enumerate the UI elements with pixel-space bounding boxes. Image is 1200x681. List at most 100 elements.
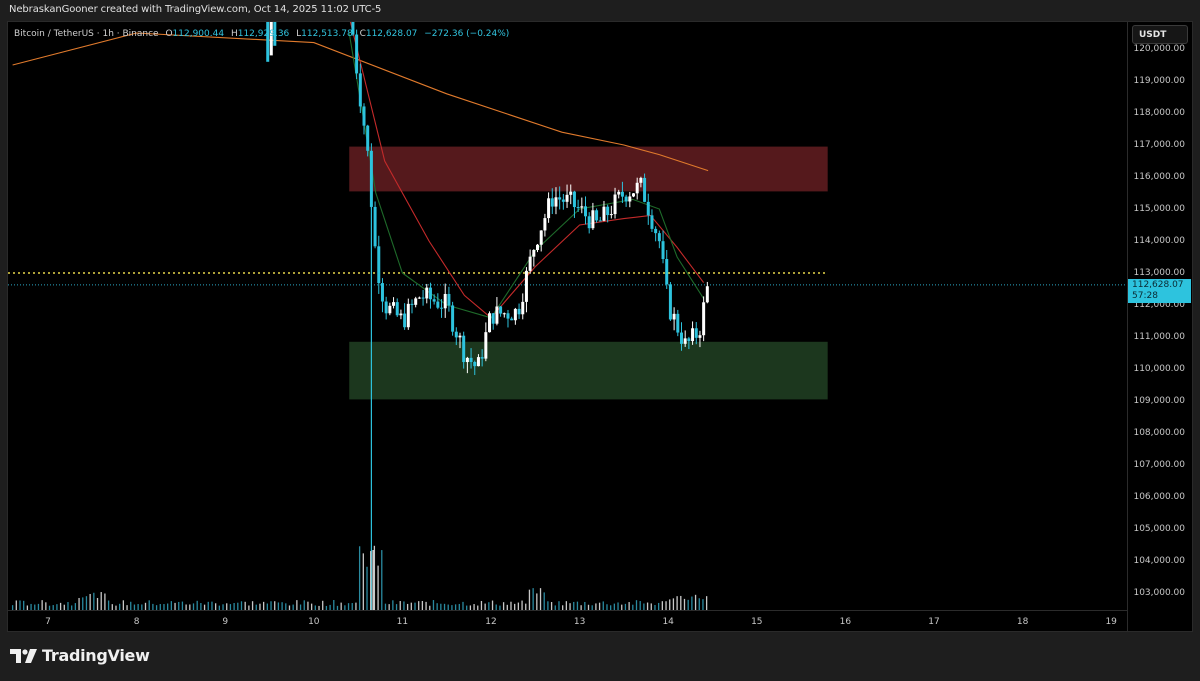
high-value: 112,929.36: [237, 29, 290, 39]
demand-zone[interactable]: [349, 341, 828, 400]
volume-bar: [45, 602, 47, 610]
candle-body: [654, 228, 658, 234]
volume-bar: [370, 551, 372, 610]
volume-bar: [34, 604, 36, 610]
candle-body: [665, 259, 669, 285]
volume-bar: [237, 602, 239, 610]
candle-body: [447, 293, 451, 306]
time-axis-label: 19: [1105, 617, 1117, 627]
candle-body: [628, 196, 632, 202]
volume-bar: [115, 605, 117, 610]
volume-bar: [215, 603, 217, 610]
candle-body: [495, 306, 499, 324]
volume-bar: [155, 605, 158, 610]
candle-body: [458, 335, 462, 338]
volume-bar: [107, 600, 110, 610]
volume-bar: [292, 604, 294, 610]
candle-body: [366, 125, 370, 151]
volume-bar: [514, 603, 516, 610]
volume-bar: [525, 603, 527, 610]
volume-bar: [683, 598, 686, 610]
candle-body: [536, 244, 540, 251]
candle-body: [705, 286, 709, 303]
volume-bar: [203, 604, 206, 610]
volume-bar: [266, 603, 268, 610]
candle-body: [351, 22, 355, 35]
candle-body: [454, 331, 458, 338]
volume-bar: [74, 603, 77, 610]
price-axis-label: 109,000.00: [1133, 396, 1185, 406]
candle-body: [425, 287, 429, 299]
candle-body: [499, 306, 503, 314]
candle-body: [609, 214, 613, 216]
volume-bar: [672, 598, 675, 610]
candle-body: [395, 302, 399, 316]
price-axis-label: 105,000.00: [1133, 524, 1185, 534]
candle-body: [510, 318, 514, 321]
volume-bar: [676, 596, 678, 610]
candle-body: [269, 22, 273, 56]
volume-bar: [606, 604, 608, 610]
volume-bar: [691, 596, 693, 610]
chart-caption: NebraskanGooner created with TradingView…: [9, 4, 382, 15]
high-label: H: [230, 29, 238, 39]
volume-bar: [333, 600, 335, 610]
supply-zone[interactable]: [349, 146, 828, 192]
volume-bar: [558, 601, 560, 610]
candle-body: [683, 338, 687, 344]
volume-bar: [362, 553, 364, 610]
candle-body: [440, 307, 444, 309]
volume-bar: [384, 603, 387, 610]
time-axis[interactable]: 7 8 9 10 11 12 13 14 15 16 17 18 19: [8, 610, 1127, 632]
volume-bar: [159, 604, 161, 610]
volume-bar: [573, 601, 575, 610]
volume-bar: [580, 605, 582, 610]
volume-bar: [37, 603, 40, 610]
volume-bar: [248, 605, 250, 610]
price-axis-label: 118,000.00: [1133, 108, 1185, 118]
time-axis-label: 15: [751, 617, 763, 627]
volume-bar: [122, 600, 125, 610]
volume-bar: [15, 600, 17, 610]
chart-plot-area[interactable]: [8, 22, 1127, 610]
volume-bar: [528, 589, 531, 610]
candle-body: [646, 201, 650, 216]
volume-bar: [687, 599, 689, 610]
open-value: 112,900.44: [172, 29, 225, 39]
candle-body: [377, 246, 381, 284]
candle-body: [266, 22, 270, 62]
volume-bar: [543, 592, 545, 610]
candle-body: [617, 191, 621, 195]
volume-bar: [554, 605, 556, 610]
volume-bar: [144, 602, 147, 610]
volume-bar: [347, 603, 350, 610]
price-axis-label: 103,000.00: [1133, 588, 1185, 598]
price-axis[interactable]: 120,000.00 119,000.00 118,000.00 117,000.00…: [1127, 22, 1193, 631]
currency-selector[interactable]: USDT: [1132, 25, 1188, 44]
volume-bar: [30, 603, 32, 610]
volume-bar: [617, 602, 619, 610]
candle-body: [462, 335, 466, 363]
volume-bar: [473, 604, 475, 610]
candle-body: [661, 241, 665, 260]
volume-bar: [240, 601, 243, 610]
candle-body: [410, 303, 414, 305]
volume-bar: [133, 604, 136, 610]
volume-bar: [303, 600, 305, 610]
volume-bar: [639, 601, 641, 610]
ohlc-legend: Bitcoin / TetherUS · 1h · Binance O112,9…: [14, 29, 509, 39]
candle-body: [399, 313, 403, 316]
volume-bar: [366, 566, 368, 610]
volume-bar: [325, 605, 328, 610]
volume-bar: [281, 602, 283, 610]
volume-bar: [669, 599, 671, 610]
volume-bar: [277, 602, 280, 610]
volume-bar: [661, 601, 663, 610]
volume-bar: [576, 601, 579, 610]
symbol-label[interactable]: Bitcoin / TetherUS · 1h · Binance: [14, 29, 159, 39]
volume-bar: [632, 604, 634, 610]
volume-bar: [591, 605, 593, 610]
volume-bar: [680, 595, 682, 610]
candle-body: [524, 270, 528, 302]
moving-average-line: [349, 22, 705, 319]
